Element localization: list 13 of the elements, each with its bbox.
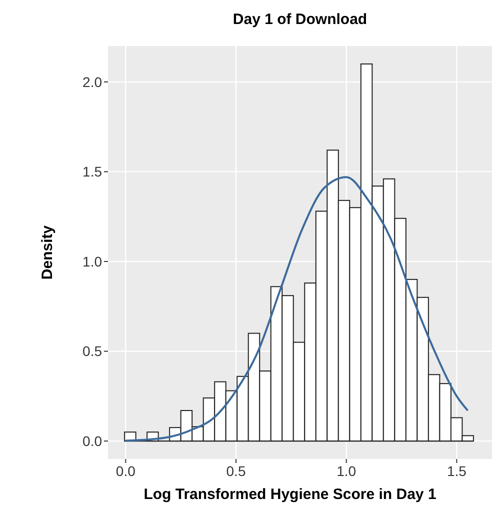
line-series — [124, 176, 469, 442]
x-tick-label: 0.0 — [116, 463, 136, 479]
x-tick-label: 1.5 — [446, 463, 467, 479]
x-axis-title: Log Transformed Hygiene Score in Day 1 — [144, 486, 436, 503]
x-tick-label: 1.0 — [336, 463, 356, 479]
y-tick-label: 2.0 — [82, 74, 102, 90]
y-tick-label: 0.5 — [82, 343, 102, 360]
y-tick-label: 0.0 — [82, 432, 102, 449]
y-axis-title: Density — [39, 224, 56, 280]
y-tick-label: 1.0 — [82, 253, 102, 270]
chart-title: Day 1 of Download — [232, 11, 368, 28]
y-tick-label: 1.5 — [82, 164, 102, 180]
x-tick-label: 0.5 — [226, 463, 246, 479]
